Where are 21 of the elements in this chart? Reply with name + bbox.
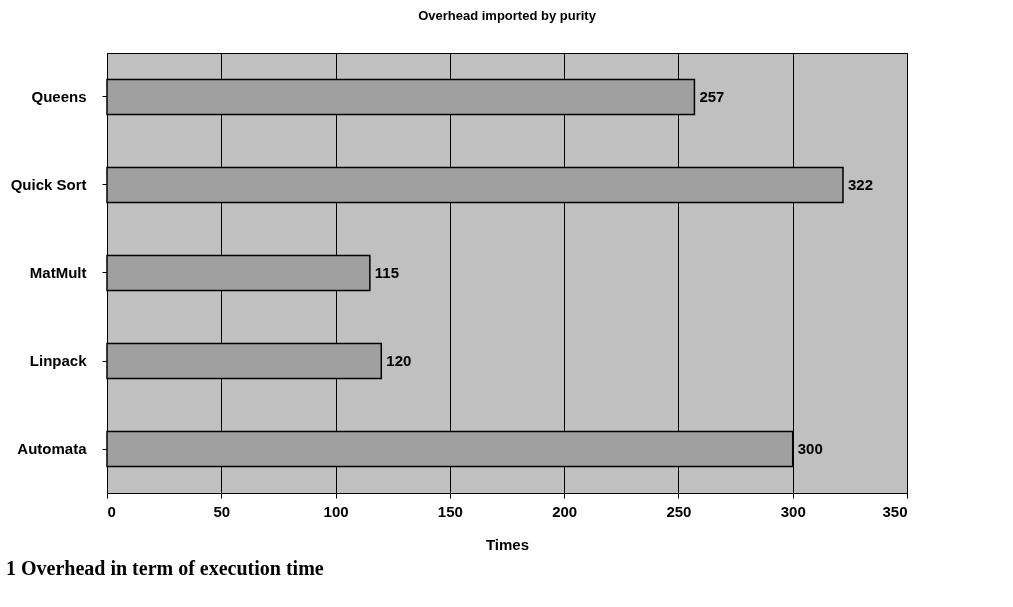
y-tick-label: Linpack — [29, 352, 88, 369]
x-tick-label: 300 — [780, 502, 806, 520]
y-tick-label: Queens — [31, 88, 87, 105]
x-tick-label: 200 — [552, 502, 578, 520]
x-tick-label: 0 — [107, 502, 116, 520]
y-tick-label: Automata — [17, 440, 88, 457]
data-label: 257 — [699, 88, 725, 105]
chart-title: Overhead imported by purity — [418, 8, 597, 23]
x-tick-label: 150 — [437, 502, 463, 520]
y-tick-label: Quick Sort — [10, 176, 87, 193]
x-tick-label: 250 — [666, 502, 692, 520]
text: 1 Overhead in term of execution time — [6, 557, 325, 580]
data-label: 322 — [848, 176, 874, 193]
x-tick-label: 50 — [213, 502, 231, 520]
x-tick-label: 350 — [882, 502, 908, 520]
x-tick-label: 100 — [323, 502, 349, 520]
data-label: 120 — [386, 352, 412, 369]
data-label: 115 — [374, 264, 400, 281]
x-axis-title: Times — [485, 535, 530, 553]
data-label: 300 — [797, 440, 823, 457]
y-tick-label: MatMult — [29, 264, 87, 281]
